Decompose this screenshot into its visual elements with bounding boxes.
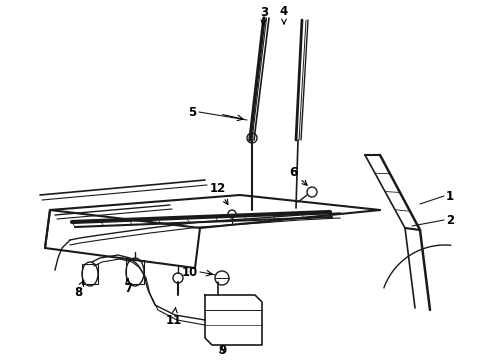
Text: 11: 11: [166, 308, 182, 327]
Text: 3: 3: [260, 5, 268, 25]
Text: 2: 2: [446, 213, 454, 226]
Text: 9: 9: [218, 343, 226, 356]
Text: 1: 1: [446, 189, 454, 202]
Text: 7: 7: [124, 279, 132, 294]
Text: 12: 12: [210, 181, 228, 204]
Text: 8: 8: [74, 280, 84, 298]
Text: 4: 4: [280, 5, 288, 24]
Text: 5: 5: [188, 105, 196, 118]
Text: 10: 10: [182, 266, 198, 279]
Text: 6: 6: [289, 166, 307, 185]
